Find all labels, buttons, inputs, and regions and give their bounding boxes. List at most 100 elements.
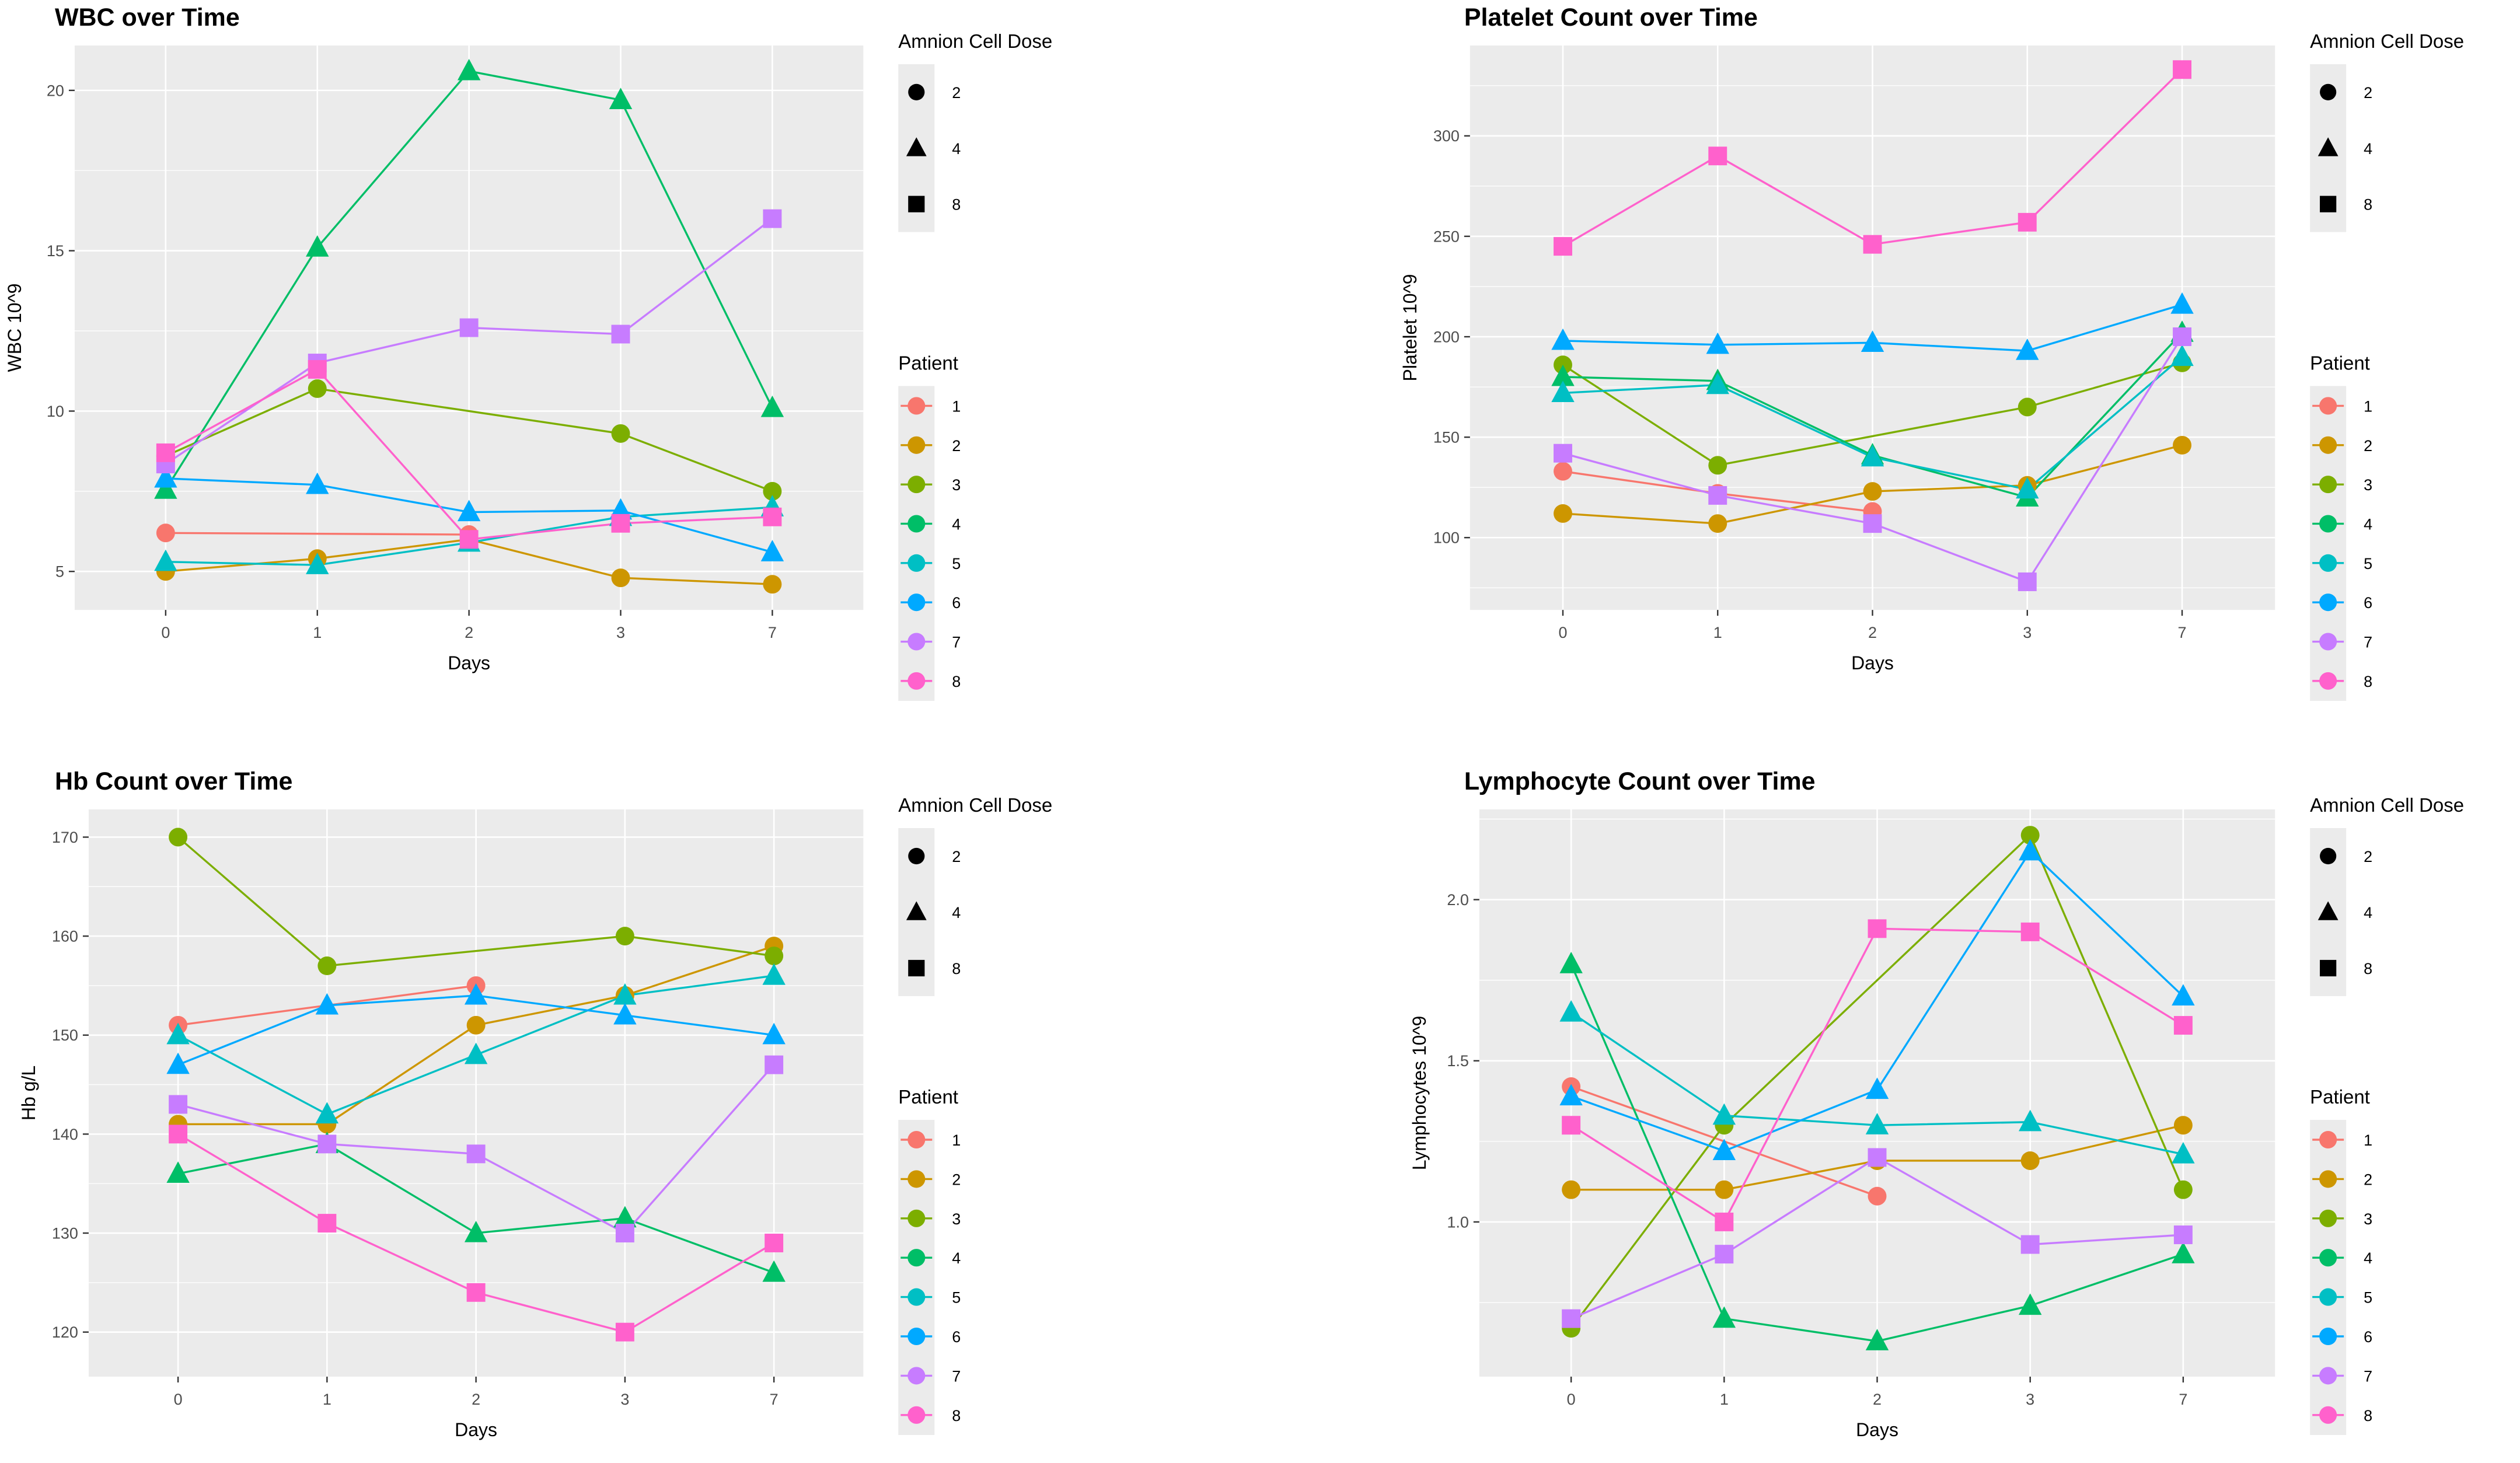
- data-point-patient-4-day-3: [2018, 1293, 2042, 1315]
- hb-chart: 120 130 140 150 160 170 0 1 2 3 7 Hb Count over Tim…: [18, 767, 1052, 1440]
- legend-dose-label: 8: [2364, 196, 2372, 214]
- x-tick-label: 2: [472, 1391, 480, 1408]
- legend-patient-3-icon: [2319, 1209, 2337, 1227]
- legend-dose-circle-icon: [2320, 83, 2337, 100]
- y-axis-title: Hb g/L: [18, 1066, 39, 1120]
- legend-dose-label: 4: [2364, 904, 2372, 921]
- y-tick-label: 15: [47, 242, 64, 260]
- legend-patient-1-icon: [908, 397, 926, 415]
- data-point-patient-7-day-3: [2018, 572, 2037, 591]
- data-point-patient-7-day-7: [765, 1055, 784, 1074]
- series-line-patient-3: [165, 387, 773, 493]
- legend-patient-label: 7: [952, 1367, 961, 1385]
- data-point-patient-2-day-7: [2173, 435, 2192, 455]
- x-tick-label: 7: [770, 1391, 779, 1408]
- legend-dose-label: 2: [2364, 84, 2372, 102]
- legend-patient-4-icon: [908, 1249, 926, 1267]
- legend-patient-8-icon: [908, 1406, 926, 1424]
- data-point-patient-6-day-0: [1559, 1084, 1583, 1106]
- x-tick-label: 3: [616, 624, 625, 641]
- legend-dose-triangle-icon: [2317, 901, 2338, 920]
- legend-patient-label: 1: [2364, 397, 2372, 415]
- legend-patient-title: Patient: [898, 352, 958, 373]
- data-point-patient-2-day-0: [1562, 1180, 1581, 1199]
- x-axis-title: Days: [448, 652, 490, 673]
- data-point-patient-5-day-7: [2170, 344, 2194, 366]
- data-point-patient-8-day-2: [1863, 235, 1882, 254]
- data-point-patient-5-day-1: [306, 553, 329, 574]
- y-tick-label: 20: [47, 82, 64, 99]
- data-point-patient-5-day-2: [1865, 1113, 1889, 1134]
- legend-patient-keybox: [2310, 1120, 2347, 1435]
- legend-dose-triangle-icon: [906, 137, 927, 156]
- legend-patient-label: 4: [2364, 515, 2372, 533]
- legend-patient-label: 8: [2364, 1407, 2372, 1424]
- data-point-patient-7-day-1: [1708, 486, 1727, 505]
- data-point-patient-5-day-3: [2018, 1109, 2042, 1132]
- legend-patient-label: 8: [952, 1407, 961, 1424]
- data-point-patient-7-day-3: [2020, 1235, 2040, 1254]
- legend-patient-8-icon: [2319, 672, 2337, 690]
- data-point-patient-3-day-1: [317, 956, 337, 976]
- legend-patient-label: 3: [952, 476, 961, 494]
- data-point-patient-7-day-1: [317, 1134, 337, 1154]
- y-axis-title: Platelet 10^9: [1399, 274, 1420, 382]
- legend-patient-6-icon: [908, 593, 926, 612]
- data-point-patient-4-day-0: [1551, 364, 1575, 386]
- x-tick-label: 3: [2023, 624, 2032, 641]
- data-point-patient-8-day-3: [615, 1322, 634, 1342]
- data-point-patient-5-day-0: [1559, 1000, 1583, 1022]
- data-point-patient-7-day-0: [1554, 444, 1572, 463]
- legend-patient-6-icon: [2319, 1327, 2337, 1346]
- data-point-patient-6-day-2: [464, 983, 488, 1005]
- legend-patient-label: 1: [2364, 1132, 2372, 1149]
- data-point-patient-8-day-3: [2020, 922, 2040, 941]
- data-point-patient-6-day-7: [762, 1022, 786, 1045]
- legend-patient-keybox: [2310, 386, 2347, 701]
- data-point-patient-8-day-0: [1554, 237, 1572, 256]
- legend-dose-label: 8: [952, 196, 961, 214]
- chart-title: WBC over Time: [55, 4, 240, 32]
- data-point-patient-1-day-0: [156, 523, 175, 543]
- data-point-patient-7-day-2: [1868, 1148, 1887, 1167]
- y-tick-label: 300: [1433, 127, 1460, 145]
- data-point-patient-8-day-7: [763, 507, 782, 526]
- data-point-patient-8-day-7: [2173, 1016, 2193, 1035]
- y-tick-label: 1.0: [1447, 1213, 1469, 1231]
- legend-dose-label: 2: [952, 848, 961, 865]
- legend-patient-4-icon: [2319, 515, 2337, 533]
- legend-patient-label: 2: [952, 437, 961, 455]
- y-tick-label: 150: [52, 1026, 78, 1044]
- legend-patient-3-icon: [2319, 476, 2337, 494]
- legend-dose-label: 8: [952, 960, 961, 977]
- x-tick-label: 2: [1868, 624, 1877, 641]
- data-point-patient-5-day-7: [2172, 1141, 2195, 1164]
- data-point-patient-8-day-2: [459, 530, 479, 549]
- legend-dose-label: 4: [2364, 140, 2372, 158]
- data-point-patient-4-day-7: [2172, 1242, 2195, 1263]
- legend-patient-3-icon: [908, 1209, 926, 1227]
- y-tick-label: 100: [1433, 529, 1460, 547]
- legend-dose-circle-icon: [908, 83, 925, 100]
- x-tick-label: 1: [313, 624, 322, 641]
- legend-dose-square-icon: [2320, 959, 2337, 977]
- chart-title: Lymphocyte Count over Time: [1464, 767, 1816, 795]
- data-point-patient-5-day-0: [166, 1022, 190, 1045]
- data-point-patient-2-day-1: [1715, 1180, 1734, 1199]
- data-point-patient-3-day-7: [765, 947, 784, 966]
- data-point-patient-1-day-0: [1554, 462, 1572, 481]
- legend-patient-title: Patient: [2310, 1086, 2370, 1108]
- x-tick-label: 0: [174, 1391, 183, 1408]
- data-point-patient-6-day-1: [1712, 1139, 1736, 1161]
- data-point-patient-3-day-3: [611, 424, 630, 443]
- legend-patient-label: 3: [2364, 1210, 2372, 1228]
- x-tick-label: 0: [1558, 624, 1567, 641]
- data-point-patient-8-day-3: [611, 514, 630, 533]
- legend-dose-circle-icon: [908, 847, 925, 865]
- legend-patient-label: 4: [952, 1249, 961, 1267]
- y-tick-label: 250: [1433, 228, 1460, 245]
- x-tick-label: 2: [465, 624, 473, 641]
- data-point-patient-3-day-3: [2020, 826, 2040, 845]
